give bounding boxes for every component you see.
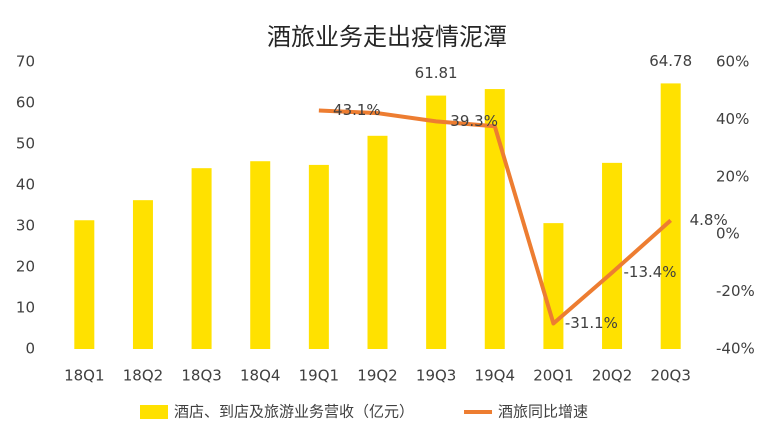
data-label: 43.1% [333, 101, 381, 119]
x-tick-label: 20Q3 [650, 367, 690, 385]
x-tick-label: 19Q1 [299, 367, 339, 385]
x-tick-label: 19Q3 [416, 367, 456, 385]
y2-tick-label: 40% [716, 110, 749, 128]
bar [191, 168, 212, 349]
bar [250, 161, 271, 349]
x-tick-label: 18Q2 [123, 367, 163, 385]
y-tick-label: 30 [16, 217, 35, 235]
y2-tick-label: 60% [716, 53, 749, 71]
bar [308, 164, 329, 349]
data-label: -31.1% [565, 314, 618, 332]
y-tick-label: 0 [25, 340, 35, 358]
y-tick-label: 10 [16, 299, 35, 317]
data-label: 39.3% [450, 112, 498, 130]
data-label: -13.4% [624, 263, 677, 281]
y2-tick-label: -20% [716, 282, 755, 300]
legend-swatch [140, 405, 168, 419]
line [318, 108, 673, 326]
legend-label: 酒旅同比增速 [498, 403, 588, 421]
data-label: 4.8% [690, 211, 728, 229]
x-tick-label: 18Q3 [181, 367, 221, 385]
bar [543, 223, 564, 349]
y-tick-label: 40 [16, 176, 35, 194]
chart-title: 酒旅业务走出疫情泥潭 [267, 23, 507, 51]
bar [660, 83, 681, 349]
x-tick-label: 18Q1 [64, 367, 104, 385]
bar [74, 220, 95, 349]
bar [426, 95, 447, 349]
bar [132, 200, 153, 349]
y-tick-label: 50 [16, 135, 35, 153]
legend-label: 酒店、到店及旅游业务营收（亿元） [174, 403, 414, 421]
bar [484, 89, 505, 349]
bar [602, 162, 623, 349]
x-tick-label: 19Q2 [357, 367, 397, 385]
x-tick-label: 20Q1 [533, 367, 573, 385]
x-tick-label: 18Q4 [240, 367, 280, 385]
data-label: 61.81 [415, 64, 458, 82]
y-tick-label: 20 [16, 258, 35, 276]
data-label: 64.78 [649, 52, 692, 70]
bar [367, 135, 388, 349]
y-tick-label: 70 [16, 53, 35, 71]
y2-tick-label: 20% [716, 167, 749, 185]
y2-tick-label: -40% [716, 340, 755, 358]
x-tick-label: 19Q4 [475, 367, 515, 385]
y2-tick-label: 0% [716, 225, 740, 243]
y-tick-label: 60 [16, 94, 35, 112]
x-tick-label: 20Q2 [592, 367, 632, 385]
